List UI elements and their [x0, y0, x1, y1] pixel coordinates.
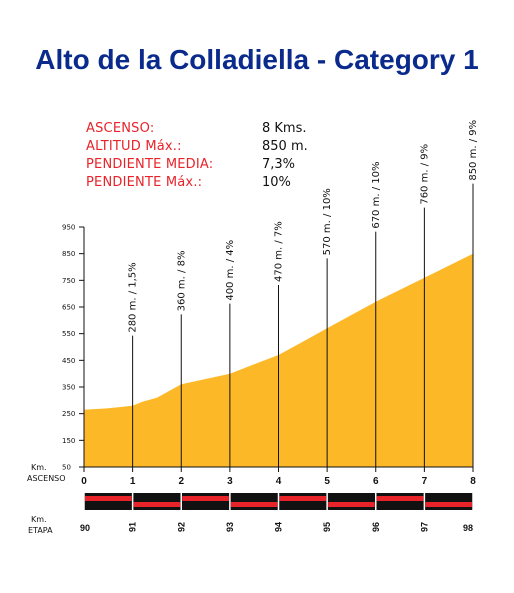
- distance-bar-segment-7: [425, 502, 472, 507]
- stat-value-altitud: 850 m.: [262, 139, 308, 154]
- distance-bar: [83, 490, 474, 513]
- x2-tick-label-3: 93: [225, 522, 235, 532]
- stat-label-pendiente-media: PENDIENTE MEDIA:: [86, 157, 214, 172]
- x-axis: 0 1 2 3 4 5 6 7 8: [81, 466, 476, 487]
- y-tick-label-3: 650: [62, 304, 75, 312]
- y-tick-label-1: 850: [62, 250, 75, 258]
- x2-axis: 90 91 92 93 94 95 96 97 98: [80, 522, 473, 533]
- distance-bar-segment-3: [230, 502, 278, 507]
- stat-value-pendiente-max: 10%: [262, 175, 291, 190]
- x-tick-label-5: 5: [324, 476, 330, 487]
- x-tick-label-3: 3: [227, 476, 233, 487]
- xlabel-km-ascenso-1: Km.: [31, 463, 47, 472]
- annotation-label-4: 570 m. / 10%: [322, 188, 333, 255]
- x2-tick-label-8: 98: [463, 523, 473, 533]
- y-tick-label-5: 450: [62, 357, 75, 365]
- x2label-km-etapa-2: ETAPA: [28, 526, 53, 535]
- x2-tick-label-5: 95: [322, 522, 332, 532]
- annotation-label-6: 760 m. / 9%: [419, 144, 430, 205]
- x-tick-label-0: 0: [81, 476, 87, 487]
- stat-label-altitud: ALTITUD Máx.:: [86, 139, 182, 154]
- distance-bar-segment-2: [182, 496, 229, 501]
- x2-tick-label-2: 92: [176, 522, 186, 532]
- y-axis: 950 850 750 650 550 450 350 250 150 50: [62, 224, 85, 472]
- y-tick-label-8: 150: [62, 437, 75, 445]
- distance-bar-segment-1: [133, 502, 181, 507]
- x-tick-label-4: 4: [276, 476, 282, 487]
- x2label-km-etapa-1: Km.: [31, 515, 47, 524]
- distance-bar-segment-4: [279, 496, 327, 501]
- chart-title: Alto de la Colladiella - Category 1: [35, 44, 479, 75]
- annotation-label-3: 470 m. / 7%: [274, 221, 285, 282]
- y-tick-label-9: 50: [62, 464, 71, 472]
- distance-bar-segment-0: [85, 496, 132, 501]
- x2-tick-label-1: 91: [128, 522, 138, 532]
- stat-value-pendiente-media: 7,3%: [262, 157, 296, 172]
- x2-tick-label-0: 90: [80, 523, 90, 533]
- y-tick-label-4: 550: [62, 330, 75, 338]
- y-tick-label-0: 950: [62, 224, 75, 232]
- x-tick-label-6: 6: [373, 476, 379, 487]
- stat-value-ascenso: 8 Kms.: [262, 121, 307, 136]
- x-tick-label-2: 2: [178, 476, 184, 487]
- x2-tick-label-7: 97: [419, 522, 429, 532]
- annotation-label-2: 400 m. / 4%: [225, 240, 236, 301]
- stat-label-ascenso: ASCENSO:: [86, 121, 155, 136]
- xlabel-km-ascenso-2: ASCENSO: [27, 474, 66, 483]
- x-tick-label-8: 8: [470, 476, 476, 487]
- y-tick-label-2: 750: [62, 277, 75, 285]
- distance-bar-segment-6: [376, 496, 424, 501]
- annotation-label-7: 850 m. / 9%: [468, 120, 479, 181]
- annotation-layer: 280 m. / 1,5% 360 m. / 8% 400 m. / 4% 470 m…: [128, 120, 479, 467]
- annotation-label-1: 360 m. / 8%: [176, 251, 187, 312]
- x2-tick-label-6: 96: [371, 522, 381, 532]
- stat-label-pendiente-max: PENDIENTE Máx.:: [86, 175, 203, 190]
- y-tick-label-6: 350: [62, 384, 75, 392]
- y-tick-label-7: 250: [62, 410, 75, 418]
- annotation-label-5: 670 m. / 10%: [371, 162, 382, 229]
- x-tick-label-1: 1: [130, 476, 136, 487]
- distance-bar-segment-5: [328, 502, 375, 507]
- x-tick-label-7: 7: [422, 476, 428, 487]
- annotation-label-0: 280 m. / 1,5%: [128, 262, 139, 332]
- x2-tick-label-4: 94: [274, 522, 284, 532]
